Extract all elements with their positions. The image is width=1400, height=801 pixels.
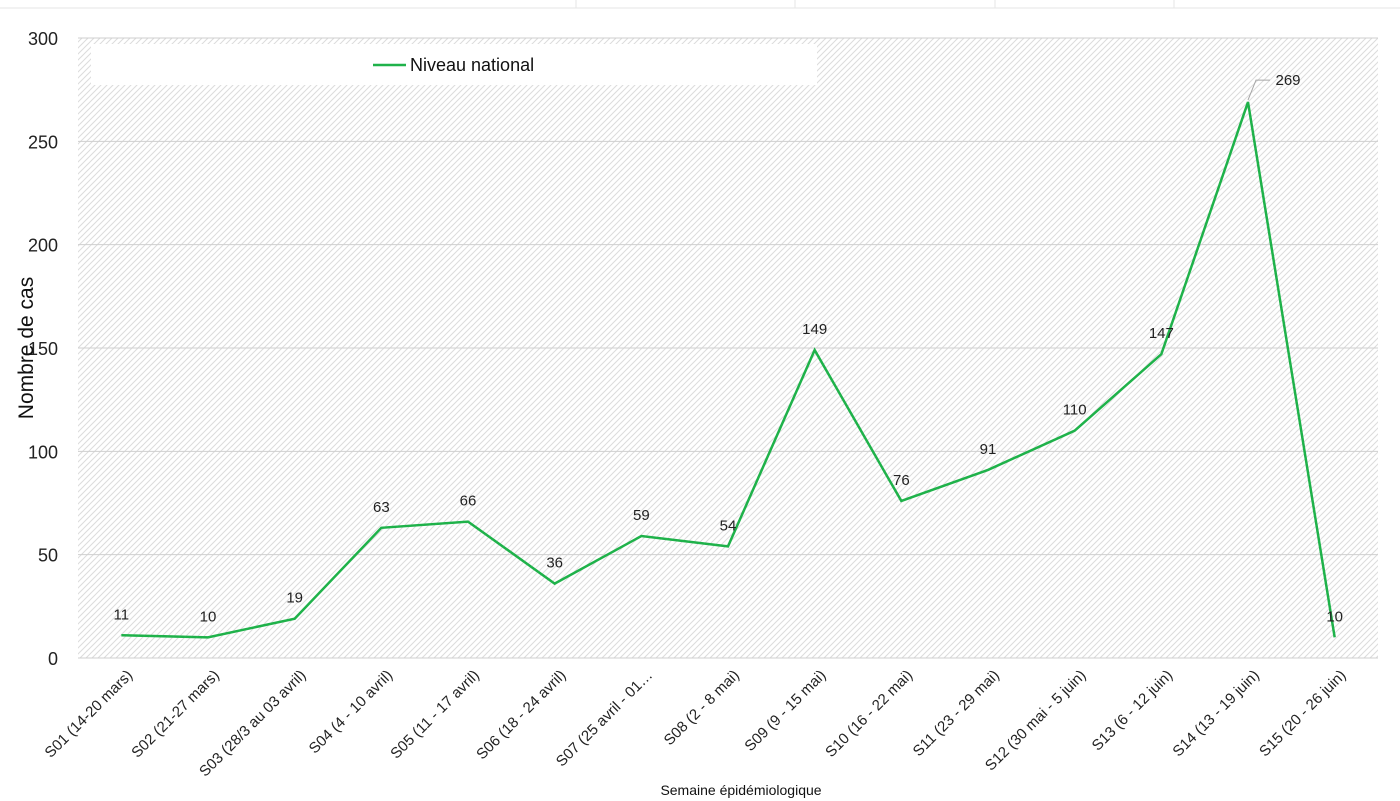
data-label: 59 [633, 507, 650, 524]
x-axis-title: Semaine épidémiologique [660, 782, 821, 798]
series-line-niveau-national [121, 101, 1336, 639]
data-label: 91 [980, 441, 997, 458]
data-label: 36 [546, 555, 563, 572]
y-tick-label: 0 [48, 649, 58, 669]
x-tick-label: S06 (18 - 24 avril) [473, 667, 569, 763]
y-tick-label: 250 [28, 132, 58, 152]
legend-background [91, 44, 817, 85]
x-tick-label: S05 (11 - 17 avril) [387, 667, 483, 763]
data-label: 10 [1326, 608, 1343, 625]
data-label-leader-line [1247, 79, 1270, 101]
x-tick-label: S13 (6 - 12 juin) [1089, 667, 1176, 754]
data-label: 11 [114, 606, 130, 623]
horizontal-gridlines [78, 37, 1378, 659]
data-label: 147 [1149, 325, 1174, 342]
data-label: 10 [200, 608, 217, 625]
legend-label: Niveau national [410, 55, 534, 75]
sheet-gridlines [0, 0, 1400, 9]
x-tick-label: S11 (23 - 29 mai) [910, 667, 1003, 760]
x-tick-label: S02 (21-27 mars) [128, 667, 223, 762]
x-tick-label: S07 (25 avril - 01… [553, 667, 656, 770]
data-label: 19 [286, 590, 303, 607]
y-tick-label: 200 [28, 236, 58, 256]
data-label: 54 [720, 517, 737, 534]
x-tick-label: S04 (4 - 10 avril) [306, 667, 396, 757]
y-tick-label: 150 [28, 339, 58, 359]
data-label: 110 [1063, 402, 1087, 419]
x-tick-label: S01 (14-20 mars) [42, 667, 137, 762]
data-label: 63 [373, 499, 390, 516]
data-labels: 11 10 19 63 66 36 59 54 149 76 91 110 147 269 10 [114, 72, 1343, 625]
x-tick-label: S09 (9 - 15 mai) [741, 667, 829, 755]
data-label: 149 [802, 321, 827, 338]
x-tick-label: S14 (13 - 19 juin) [1169, 667, 1262, 760]
data-label: 66 [460, 493, 477, 510]
y-tick-label: 50 [38, 546, 58, 566]
y-tick-label: 300 [28, 29, 58, 49]
x-tick-label: S10 (16 - 22 mai) [822, 667, 916, 761]
x-axis-ticks: S01 (14-20 mars)S02 (21-27 mars)S03 (28/… [42, 667, 1350, 780]
y-axis-title: Nombre de cas [15, 277, 38, 419]
x-tick-label: S15 (20 - 26 juin) [1256, 667, 1349, 760]
y-tick-label: 100 [28, 442, 58, 462]
data-label: 76 [893, 472, 910, 489]
y-axis-ticks: 0 50 100 150 200 250 300 [28, 29, 58, 669]
x-tick-label: S08 (2 - 8 mai) [661, 667, 743, 749]
data-label: 269 [1275, 72, 1300, 89]
legend: Niveau national [91, 44, 817, 85]
